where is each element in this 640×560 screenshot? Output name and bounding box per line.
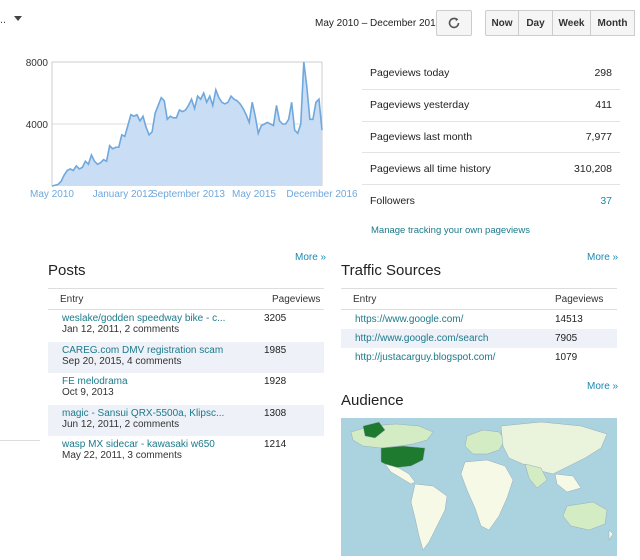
stat-row: Pageviews today 298 xyxy=(362,58,620,90)
post-entry: FE melodrama Oct 9, 2013 xyxy=(48,376,264,405)
stat-value: 298 xyxy=(594,67,612,80)
refresh-button[interactable] xyxy=(436,10,472,36)
traffic-source-link[interactable]: http://justacarguy.blogspot.com/ xyxy=(355,352,496,363)
audience-world-map[interactable] xyxy=(341,418,617,556)
posts-table-header: Entry Pageviews xyxy=(48,288,324,310)
map-new-zealand xyxy=(608,529,614,541)
blog-selector[interactable]: .. xyxy=(0,14,6,26)
x-tick-label: May 2015 xyxy=(232,189,276,200)
traffic-title: Traffic Sources xyxy=(341,262,442,279)
map-africa xyxy=(460,459,514,531)
map-australia xyxy=(562,501,608,531)
post-title-link[interactable]: weslake/godden speedway bike - c... xyxy=(62,313,226,324)
manage-tracking-link[interactable]: Manage tracking your own pageviews xyxy=(371,225,530,236)
x-tick-label: December 2016 xyxy=(286,189,358,200)
traffic-pageviews: 1079 xyxy=(555,352,578,363)
table-row: FE melodrama Oct 9, 2013 1928 xyxy=(48,373,324,405)
table-row: https://www.google.com/14513 xyxy=(341,310,617,329)
refresh-icon xyxy=(448,17,460,29)
post-pageviews: 1928 xyxy=(264,376,287,387)
map-south-asia xyxy=(524,463,548,489)
traffic-more-link[interactable]: More » xyxy=(587,252,619,263)
post-meta: May 22, 2011, 3 comments xyxy=(62,450,182,461)
stat-row: Pageviews all time history 310,208 xyxy=(362,153,620,186)
map-southeast-asia xyxy=(554,473,582,493)
day-button[interactable]: Day xyxy=(519,10,553,36)
traffic-source-link[interactable]: http://www.google.com/search xyxy=(355,333,489,344)
series-area xyxy=(52,62,322,186)
table-row: weslake/godden speedway bike - c... Jan 1… xyxy=(48,310,324,342)
posts-col-entry: Entry xyxy=(60,293,84,305)
post-entry: magic - Sansui QRX-5500a, Klipsc... Jun 1… xyxy=(48,408,264,437)
post-meta: Jun 12, 2011, 2 comments xyxy=(62,418,180,430)
audience-title: Audience xyxy=(341,392,404,409)
stat-value: 411 xyxy=(595,99,612,112)
map-usa xyxy=(380,445,426,469)
post-entry: wasp MX sidecar - kawasaki w650 May 22, 2… xyxy=(48,439,264,468)
post-pageviews: 1985 xyxy=(264,344,287,356)
post-meta: Jan 12, 2011, 2 comments xyxy=(62,324,180,335)
y-tick-label: 8000 xyxy=(26,58,49,69)
table-row: http://www.google.com/search 7905 xyxy=(341,329,617,348)
posts-col-pageviews: Pageviews xyxy=(272,293,321,305)
traffic-pageviews: 14513 xyxy=(555,314,583,325)
post-title-link[interactable]: CAREG.com DMV registration scam xyxy=(62,344,224,356)
stat-row: Pageviews yesterday 411 xyxy=(362,90,620,122)
y-tick-label: 4000 xyxy=(26,120,49,131)
map-south-america xyxy=(410,483,448,551)
month-button[interactable]: Month xyxy=(591,10,635,36)
stat-value: 7,977 xyxy=(585,130,612,143)
table-row: wasp MX sidecar - kawasaki w650 May 22, 2… xyxy=(48,436,324,468)
post-title-link[interactable]: FE melodrama xyxy=(62,376,128,387)
traffic-pageviews: 7905 xyxy=(555,333,578,344)
posts-title: Posts xyxy=(48,262,86,279)
table-row: magic - Sansui QRX-5500a, Klipsc... Jun 1… xyxy=(48,404,324,437)
map-europe xyxy=(464,429,506,455)
post-entry: CAREG.com DMV registration scam Sep 20, 2… xyxy=(48,345,264,374)
stat-value: 310,208 xyxy=(574,162,612,175)
series-line[interactable] xyxy=(51,61,323,187)
stat-label: Pageviews today xyxy=(370,67,450,80)
table-row: CAREG.com DMV registration scam Sep 20, 2… xyxy=(48,341,324,374)
post-pageviews: 3205 xyxy=(264,313,287,324)
x-tick-label: January 2012 xyxy=(93,189,154,200)
map-mexico-central-america xyxy=(384,463,416,485)
post-pageviews: 1214 xyxy=(264,439,287,450)
traffic-col-pageviews: Pageviews xyxy=(555,293,604,305)
date-range: May 2010 – December 2016 xyxy=(315,18,442,29)
blog-selector-label: .. xyxy=(0,14,7,26)
stat-label: Pageviews last month xyxy=(370,130,473,143)
week-button[interactable]: Week xyxy=(553,10,591,36)
stat-label: Followers xyxy=(370,195,415,208)
stats-table: Pageviews today 298 Pageviews yesterday 411… xyxy=(362,58,620,217)
audience-more-link[interactable]: More » xyxy=(587,381,619,392)
map-greenland xyxy=(362,421,386,439)
traffic-source-link[interactable]: https://www.google.com/ xyxy=(355,314,464,325)
table-row: http://justacarguy.blogspot.com/1079 xyxy=(341,348,617,367)
traffic-table: Entry Pageviews https://www.google.com/1… xyxy=(341,288,617,367)
stat-row: Pageviews last month 7,977 xyxy=(362,122,620,154)
stat-label: Pageviews yesterday xyxy=(370,99,470,112)
post-meta: Oct 9, 2013 xyxy=(62,387,114,398)
post-title-link[interactable]: wasp MX sidecar - kawasaki w650 xyxy=(62,439,215,450)
stat-row: Followers 37 xyxy=(362,185,620,217)
post-entry: weslake/godden speedway bike - c... Jan 1… xyxy=(48,313,264,342)
traffic-table-header: Entry Pageviews xyxy=(341,288,617,310)
post-pageviews: 1308 xyxy=(264,407,287,419)
chevron-down-icon[interactable] xyxy=(14,16,22,21)
post-meta: Sep 20, 2015, 4 comments xyxy=(62,355,182,367)
time-range-buttons: Now Day Week Month xyxy=(485,10,635,36)
traffic-col-entry: Entry xyxy=(353,293,377,305)
x-tick-label: May 2010 xyxy=(30,189,74,200)
left-divider xyxy=(0,440,40,441)
x-tick-label: September 2013 xyxy=(151,189,225,200)
stat-value[interactable]: 37 xyxy=(600,195,612,208)
stat-label: Pageviews all time history xyxy=(370,162,491,175)
now-button[interactable]: Now xyxy=(485,10,519,36)
map-asia xyxy=(500,421,608,475)
posts-table: Entry Pageviews weslake/godden speedway … xyxy=(48,288,324,468)
post-title-link[interactable]: magic - Sansui QRX-5500a, Klipsc... xyxy=(62,407,225,419)
posts-more-link[interactable]: More » xyxy=(295,252,327,263)
